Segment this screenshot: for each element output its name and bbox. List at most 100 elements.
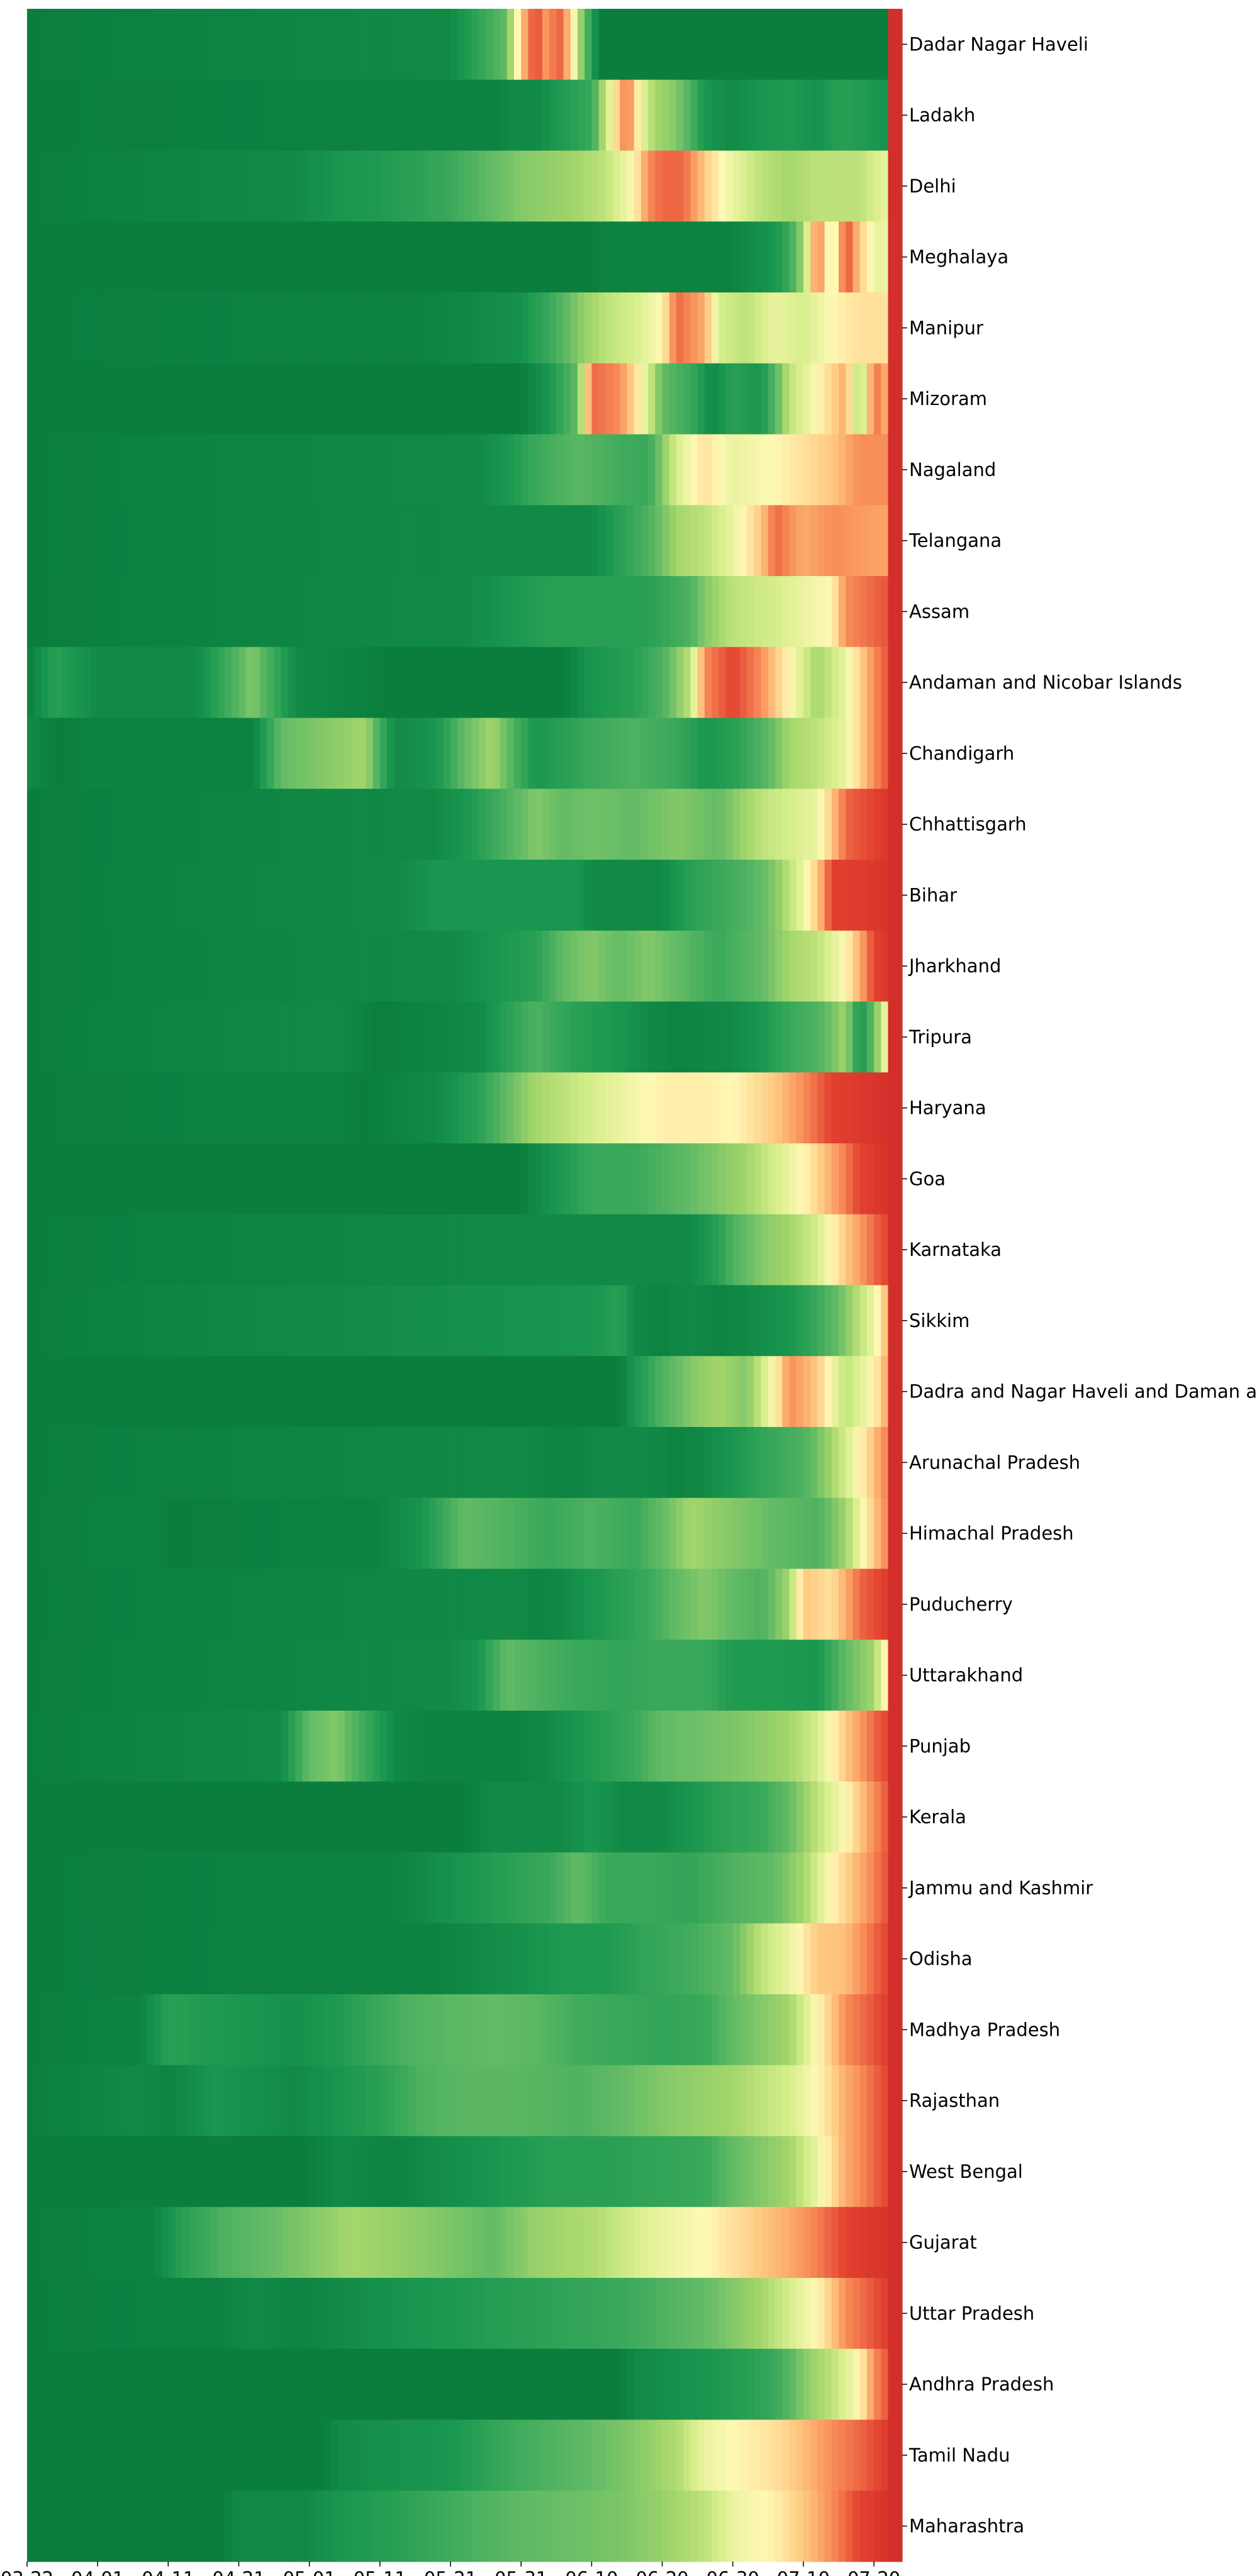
heatmap-cell xyxy=(471,150,479,222)
heatmap-cell xyxy=(471,1001,479,1073)
heatmap-cell xyxy=(98,1356,105,1428)
heatmap-cell xyxy=(888,1994,896,2066)
heatmap-cell xyxy=(506,434,515,506)
heatmap-cell xyxy=(422,150,430,222)
heatmap-cell xyxy=(457,1568,466,1640)
heatmap-cell xyxy=(118,860,126,931)
heatmap-cell xyxy=(640,1994,649,2066)
heatmap-cell xyxy=(528,1356,536,1428)
heatmap-cell xyxy=(394,1781,402,1853)
heatmap-cell xyxy=(839,434,846,506)
heatmap-cell xyxy=(768,2278,776,2350)
heatmap-cell xyxy=(260,434,268,506)
heatmap-cell xyxy=(881,2348,889,2421)
heatmap-cell xyxy=(782,789,790,860)
heatmap-cell xyxy=(316,1852,324,1924)
heatmap-cell xyxy=(344,1143,352,1215)
heatmap-cell xyxy=(104,505,113,577)
heatmap-cell xyxy=(613,1072,620,1144)
heatmap-cell xyxy=(245,1711,254,1782)
heatmap-cell xyxy=(528,292,536,364)
heatmap-cell xyxy=(182,221,190,293)
heatmap-cell xyxy=(126,1568,133,1640)
heatmap-cell xyxy=(189,1072,197,1144)
heatmap-cell xyxy=(401,2419,409,2491)
heatmap-cell xyxy=(627,1852,635,1924)
heatmap-cell xyxy=(471,1143,479,1215)
heatmap-cell xyxy=(732,1143,740,1215)
heatmap-cell xyxy=(493,2207,501,2279)
heatmap-cell xyxy=(542,2490,550,2562)
heatmap-cell xyxy=(267,2419,275,2491)
heatmap-cell xyxy=(493,2348,501,2421)
heatmap-cell xyxy=(281,79,289,152)
heatmap-cell xyxy=(104,2348,113,2421)
heatmap-cell xyxy=(302,363,310,435)
x-tick-label: 03-22 xyxy=(1,2568,53,2576)
heatmap-cell xyxy=(69,789,77,860)
heatmap-row xyxy=(27,1356,903,1428)
heatmap-cell xyxy=(372,221,381,293)
heatmap-cell xyxy=(605,221,613,293)
heatmap-cell xyxy=(436,930,444,1002)
heatmap-cell xyxy=(712,1143,719,1215)
heatmap-cell xyxy=(387,2136,394,2207)
heatmap-cell xyxy=(852,363,861,435)
heatmap-cell xyxy=(133,363,141,435)
heatmap-cell xyxy=(366,1356,374,1428)
heatmap-cell xyxy=(366,2278,374,2350)
heatmap-cell xyxy=(535,1497,543,1570)
heatmap-cell xyxy=(83,9,91,80)
heatmap-cell xyxy=(556,1001,564,1073)
heatmap-cell xyxy=(323,292,331,364)
heatmap-cell xyxy=(521,1001,529,1073)
heatmap-cell xyxy=(591,789,600,860)
heatmap-cell xyxy=(570,1285,578,1357)
heatmap-cell xyxy=(747,1781,755,1853)
heatmap-cell xyxy=(281,221,289,293)
heatmap-cell xyxy=(683,2136,691,2207)
heatmap-cell xyxy=(866,150,874,222)
heatmap-cell xyxy=(415,1852,423,1924)
heatmap-cell xyxy=(372,1427,381,1499)
heatmap-cell xyxy=(394,1427,402,1499)
heatmap-cell xyxy=(260,1143,268,1215)
heatmap-cell xyxy=(789,1072,797,1144)
heatmap-cell xyxy=(584,1072,593,1144)
heatmap-cell xyxy=(62,1285,70,1357)
heatmap-cell xyxy=(196,576,204,648)
heatmap-cell xyxy=(168,718,176,789)
heatmap-cell xyxy=(111,718,120,789)
heatmap-cell xyxy=(846,363,854,435)
heatmap-cell xyxy=(528,860,536,931)
heatmap-cell xyxy=(521,150,529,222)
row-label: Bihar xyxy=(909,884,957,906)
heatmap-cell xyxy=(761,79,769,152)
heatmap-cell xyxy=(648,718,656,789)
heatmap-cell xyxy=(528,505,536,577)
heatmap-cell xyxy=(69,150,77,222)
heatmap-cell xyxy=(62,1640,70,1711)
heatmap-cell xyxy=(104,1285,113,1357)
heatmap-cell xyxy=(34,1001,42,1073)
heatmap-cell xyxy=(789,647,797,719)
heatmap-cell xyxy=(655,1072,663,1144)
heatmap-cell xyxy=(245,1781,254,1853)
heatmap-cell xyxy=(500,1711,508,1782)
heatmap-cell xyxy=(493,434,501,506)
heatmap-cell xyxy=(260,1994,268,2066)
heatmap-cell xyxy=(514,2490,522,2562)
heatmap-cell xyxy=(796,9,804,80)
heatmap-cell xyxy=(591,2278,600,2350)
heatmap-cell xyxy=(591,2065,600,2137)
heatmap-cell xyxy=(570,789,578,860)
heatmap-cell xyxy=(111,930,120,1002)
heatmap-cell xyxy=(598,1711,606,1782)
heatmap-cell xyxy=(831,1781,839,1853)
heatmap-cell xyxy=(620,860,628,931)
heatmap-cell xyxy=(168,2419,176,2491)
heatmap-cell xyxy=(344,2278,352,2350)
heatmap-cell xyxy=(55,1923,63,1995)
heatmap-cell xyxy=(133,789,141,860)
